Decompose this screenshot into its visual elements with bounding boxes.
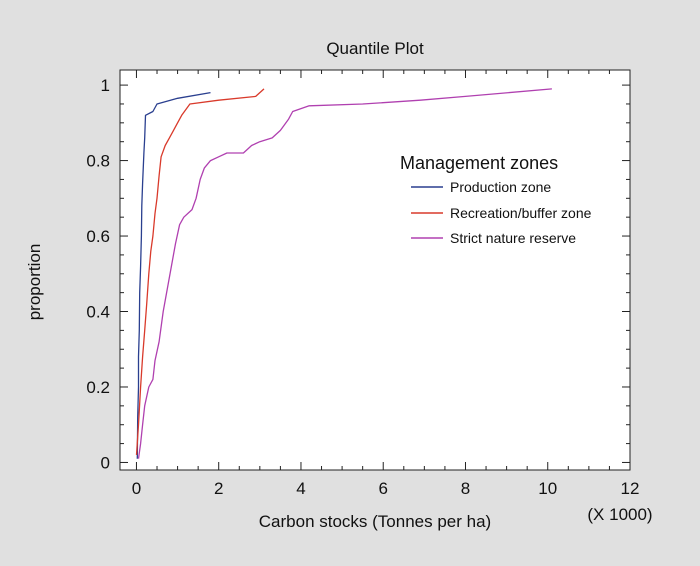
series-line-3: [137, 88, 552, 459]
series-lines: [135, 88, 552, 459]
x-tick-label: 6: [378, 479, 387, 498]
legend-title: Management zones: [400, 153, 558, 173]
series-line-2: [135, 88, 265, 455]
y-tick-label: 0.2: [86, 378, 110, 397]
x-tick-label: 10: [538, 479, 557, 498]
legend-label-3: Strict nature reserve: [450, 230, 576, 246]
y-tick-label: 0.6: [86, 227, 110, 246]
x-tick-label: 12: [621, 479, 640, 498]
legend-label-2: Recreation/buffer zone: [450, 205, 592, 221]
y-tick-label: 0.8: [86, 152, 110, 171]
x-tick-label: 4: [296, 479, 305, 498]
x-tick-label: 2: [214, 479, 223, 498]
chart-title: Quantile Plot: [326, 39, 424, 58]
x-tick-label: 8: [461, 479, 470, 498]
y-tick-label: 0.4: [86, 303, 110, 322]
y-tick-label: 0: [101, 453, 110, 472]
series-line-1: [136, 91, 211, 459]
x-axis-multiplier: (X 1000): [587, 505, 652, 524]
x-tick-label: 0: [132, 479, 141, 498]
x-axis-label: Carbon stocks (Tonnes per ha): [259, 512, 491, 531]
y-axis: 0 0.2 0.4 0.6 0.8 1: [86, 76, 630, 472]
x-axis: 0 2 4 6 8 10 12: [132, 70, 640, 498]
legend-label-1: Production zone: [450, 179, 551, 195]
legend: Management zones Production zone Recreati…: [400, 153, 592, 246]
plot-area: [119, 69, 631, 471]
y-axis-label: proportion: [25, 244, 44, 321]
y-tick-label: 1: [101, 76, 110, 95]
